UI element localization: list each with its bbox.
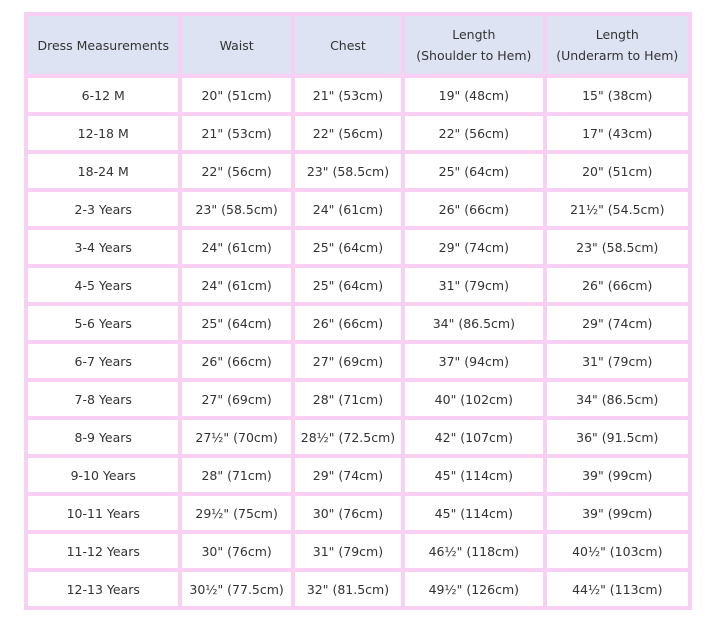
measurement-cell: 45" (114cm) [405, 496, 543, 530]
column-header: Length (Shoulder to Hem) [405, 16, 543, 74]
size-cell: 11-12 Years [28, 534, 179, 568]
size-cell: 12-18 M [28, 116, 179, 150]
measurement-cell: 25" (64cm) [294, 230, 402, 264]
measurement-cell: 40" (102cm) [405, 382, 543, 416]
size-chart-table: Dress Measurements Waist Chest Length (Shoul… [24, 12, 692, 610]
measurement-cell: 19" (48cm) [405, 78, 543, 112]
size-cell: 4-5 Years [28, 268, 179, 302]
measurement-cell: 29" (74cm) [546, 306, 688, 340]
measurement-cell: 20" (51cm) [546, 154, 688, 188]
header-row: Dress Measurements Waist Chest Length (Shoul… [28, 16, 688, 74]
measurement-cell: 24" (61cm) [182, 230, 291, 264]
size-cell: 7-8 Years [28, 382, 179, 416]
column-header-sublabel: (Shoulder to Hem) [416, 48, 532, 63]
size-cell: 6-12 M [28, 78, 179, 112]
measurement-cell: 21½" (54.5cm) [546, 192, 688, 226]
table-row: 6-12 M 20" (51cm) 21" (53cm) 19" (48cm) 15" … [28, 78, 688, 112]
table-row: 18-24 M 22" (56cm) 23" (58.5cm) 25" (64cm) 2… [28, 154, 688, 188]
measurement-cell: 25" (64cm) [182, 306, 291, 340]
measurement-cell: 21" (53cm) [294, 78, 402, 112]
measurement-cell: 31" (79cm) [405, 268, 543, 302]
measurement-cell: 22" (56cm) [182, 154, 291, 188]
measurement-cell: 40½" (103cm) [546, 534, 688, 568]
measurement-cell: 22" (56cm) [405, 116, 543, 150]
size-cell: 12-13 Years [28, 572, 179, 606]
column-header-sublabel: (Underarm to Hem) [556, 48, 679, 63]
table-row: 9-10 Years 28" (71cm) 29" (74cm) 45" (114cm… [28, 458, 688, 492]
measurement-cell: 46½" (118cm) [405, 534, 543, 568]
measurement-cell: 44½" (113cm) [546, 572, 688, 606]
measurement-cell: 22" (56cm) [294, 116, 402, 150]
measurement-cell: 21" (53cm) [182, 116, 291, 150]
table-row: 4-5 Years 24" (61cm) 25" (64cm) 31" (79cm) 2… [28, 268, 688, 302]
table-row: 3-4 Years 24" (61cm) 25" (64cm) 29" (74cm) 2… [28, 230, 688, 264]
size-cell: 2-3 Years [28, 192, 179, 226]
size-cell: 9-10 Years [28, 458, 179, 492]
measurement-cell: 23" (58.5cm) [546, 230, 688, 264]
measurement-cell: 30" (76cm) [182, 534, 291, 568]
measurement-cell: 49½" (126cm) [405, 572, 543, 606]
table-row: 7-8 Years 27" (69cm) 28" (71cm) 40" (102cm)… [28, 382, 688, 416]
column-header-label: Dress Measurements [37, 37, 169, 53]
column-header: Dress Measurements [28, 16, 179, 74]
measurement-cell: 29" (74cm) [405, 230, 543, 264]
measurement-cell: 29" (74cm) [294, 458, 402, 492]
measurement-cell: 31" (79cm) [546, 344, 688, 378]
table-row: 6-7 Years 26" (66cm) 27" (69cm) 37" (94cm) 3… [28, 344, 688, 378]
column-header-label: Chest [330, 37, 366, 53]
measurement-cell: 28" (71cm) [294, 382, 402, 416]
table-row: 10-11 Years 29½" (75cm) 30" (76cm) 45" (114… [28, 496, 688, 530]
measurement-cell: 25" (64cm) [294, 268, 402, 302]
measurement-cell: 39" (99cm) [546, 496, 688, 530]
measurement-cell: 37" (94cm) [405, 344, 543, 378]
table-row: 2-3 Years 23" (58.5cm) 24" (61cm) 26" (66cm… [28, 192, 688, 226]
measurement-cell: 24" (61cm) [294, 192, 402, 226]
measurement-cell: 24" (61cm) [182, 268, 291, 302]
measurement-cell: 36" (91.5cm) [546, 420, 688, 454]
column-header-label: Waist [219, 37, 254, 53]
measurement-cell: 26" (66cm) [182, 344, 291, 378]
measurement-cell: 26" (66cm) [294, 306, 402, 340]
measurement-cell: 30½" (77.5cm) [182, 572, 291, 606]
measurement-cell: 28½" (72.5cm) [294, 420, 402, 454]
measurement-cell: 39" (99cm) [546, 458, 688, 492]
measurement-cell: 26" (66cm) [546, 268, 688, 302]
column-header: Waist [182, 16, 291, 74]
measurement-cell: 17" (43cm) [546, 116, 688, 150]
measurement-cell: 23" (58.5cm) [182, 192, 291, 226]
measurement-cell: 23" (58.5cm) [294, 154, 402, 188]
measurement-cell: 31" (79cm) [294, 534, 402, 568]
column-header: Length (Underarm to Hem) [546, 16, 688, 74]
size-cell: 5-6 Years [28, 306, 179, 340]
measurement-cell: 27" (69cm) [294, 344, 402, 378]
measurement-cell: 27" (69cm) [182, 382, 291, 416]
measurement-cell: 25" (64cm) [405, 154, 543, 188]
column-header-label: Length [452, 27, 496, 42]
measurement-cell: 20" (51cm) [182, 78, 291, 112]
measurement-cell: 26" (66cm) [405, 192, 543, 226]
measurement-cell: 15" (38cm) [546, 78, 688, 112]
column-header-label: Length [595, 27, 639, 42]
size-cell: 3-4 Years [28, 230, 179, 264]
table-row: 12-18 M 21" (53cm) 22" (56cm) 22" (56cm) 17"… [28, 116, 688, 150]
measurement-cell: 29½" (75cm) [182, 496, 291, 530]
table-row: 5-6 Years 25" (64cm) 26" (66cm) 34" (86.5cm… [28, 306, 688, 340]
measurement-cell: 42" (107cm) [405, 420, 543, 454]
table-row: 12-13 Years 30½" (77.5cm) 32" (81.5cm) 49½"… [28, 572, 688, 606]
measurement-cell: 34" (86.5cm) [405, 306, 543, 340]
size-cell: 10-11 Years [28, 496, 179, 530]
measurement-cell: 28" (71cm) [182, 458, 291, 492]
table-row: 11-12 Years 30" (76cm) 31" (79cm) 46½" (118… [28, 534, 688, 568]
size-cell: 6-7 Years [28, 344, 179, 378]
measurement-cell: 30" (76cm) [294, 496, 402, 530]
measurement-cell: 32" (81.5cm) [294, 572, 402, 606]
measurement-cell: 27½" (70cm) [182, 420, 291, 454]
size-cell: 18-24 M [28, 154, 179, 188]
size-cell: 8-9 Years [28, 420, 179, 454]
measurement-cell: 34" (86.5cm) [546, 382, 688, 416]
column-header: Chest [294, 16, 402, 74]
table-row: 8-9 Years 27½" (70cm) 28½" (72.5cm) 42" (10… [28, 420, 688, 454]
measurement-cell: 45" (114cm) [405, 458, 543, 492]
